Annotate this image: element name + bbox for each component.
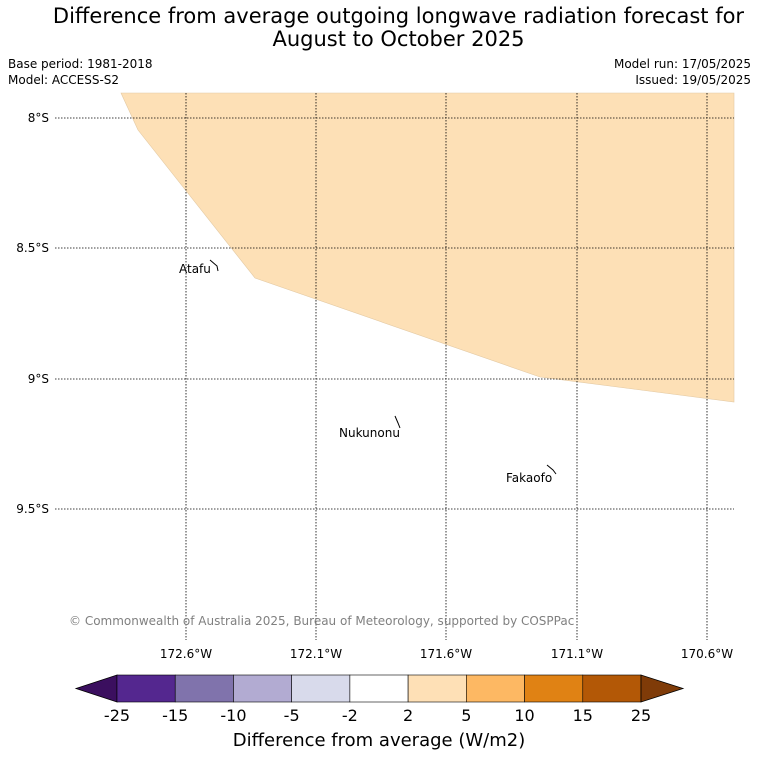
colorbar-title: Difference from average (W/m2) — [232, 730, 526, 751]
place-label-atafu: Atafu — [179, 262, 211, 276]
lat-label-9s: 9°S — [28, 372, 49, 386]
lon-label-172-6w: 172.6°W — [160, 647, 212, 661]
colorbar-extend-low — [74, 674, 118, 703]
colorbar-tick-label: -2 — [341, 706, 358, 725]
map-title: Difference from average outgoing longwav… — [0, 5, 758, 51]
colorbar-segment — [466, 674, 525, 703]
colorbar-segment — [407, 674, 467, 703]
colorbar-segment — [524, 674, 584, 703]
colorbar-tick-label: 5 — [461, 706, 472, 725]
base-period: Base period: 1981-2018 — [8, 57, 153, 71]
atafu-atoll-shape — [209, 259, 219, 272]
shaded-region — [120, 92, 735, 403]
copyright-notice: © Commonwealth of Australia 2025, Bureau… — [69, 614, 575, 628]
colorbar-tick-label: -25 — [103, 706, 131, 725]
title-line-2: August to October 2025 — [272, 27, 525, 51]
model-name: Model: ACCESS-S2 — [8, 73, 120, 87]
fakaofo-atoll-shape — [546, 464, 557, 475]
colorbar-tick-label: 25 — [630, 706, 652, 725]
lon-label-171-6w: 171.6°W — [420, 647, 472, 661]
lat-label-9-5s: 9.5°S — [16, 502, 49, 516]
colorbar-tick-label: 2 — [403, 706, 414, 725]
colorbar-tick-label: -10 — [220, 706, 247, 725]
lat-gridlines — [55, 117, 734, 510]
nukunonu-atoll-shape — [394, 415, 401, 429]
colorbar — [74, 674, 685, 703]
colorbar-tick-label: 10 — [514, 706, 535, 725]
model-run: Model run: 17/05/2025 — [613, 57, 751, 71]
colorbar-segment — [582, 674, 642, 703]
lon-gridlines — [185, 93, 708, 640]
meta-right: Model run: 17/05/2025 Issued: 19/05/2025 — [614, 56, 751, 88]
colorbar-segment — [174, 674, 234, 703]
lon-label-172-1w: 172.1°W — [290, 647, 342, 661]
lon-label-171-1w: 171.1°W — [551, 647, 603, 661]
lat-label-8s: 8°S — [28, 111, 49, 125]
lat-label-8-5s: 8.5°S — [16, 241, 49, 255]
colorbar-extend-high — [640, 674, 685, 703]
colorbar-segment — [116, 674, 176, 703]
colorbar-segment — [349, 674, 409, 703]
colorbar-tick-label: -5 — [283, 706, 300, 725]
meta-left: Base period: 1981-2018 Model: ACCESS-S2 — [8, 56, 153, 88]
colorbar-segment — [233, 674, 292, 703]
place-label-fakaofo: Fakaofo — [506, 471, 552, 485]
place-label-nukunonu: Nukunonu — [339, 426, 400, 440]
colorbar-tick-label: -15 — [162, 706, 189, 725]
colorbar-tick-label: 15 — [572, 706, 593, 725]
lon-label-170-6w: 170.6°W — [681, 647, 733, 661]
colorbar-segment — [291, 674, 351, 703]
title-line-1: Difference from average outgoing longwav… — [52, 4, 745, 28]
issued-date: Issued: 19/05/2025 — [635, 73, 751, 87]
